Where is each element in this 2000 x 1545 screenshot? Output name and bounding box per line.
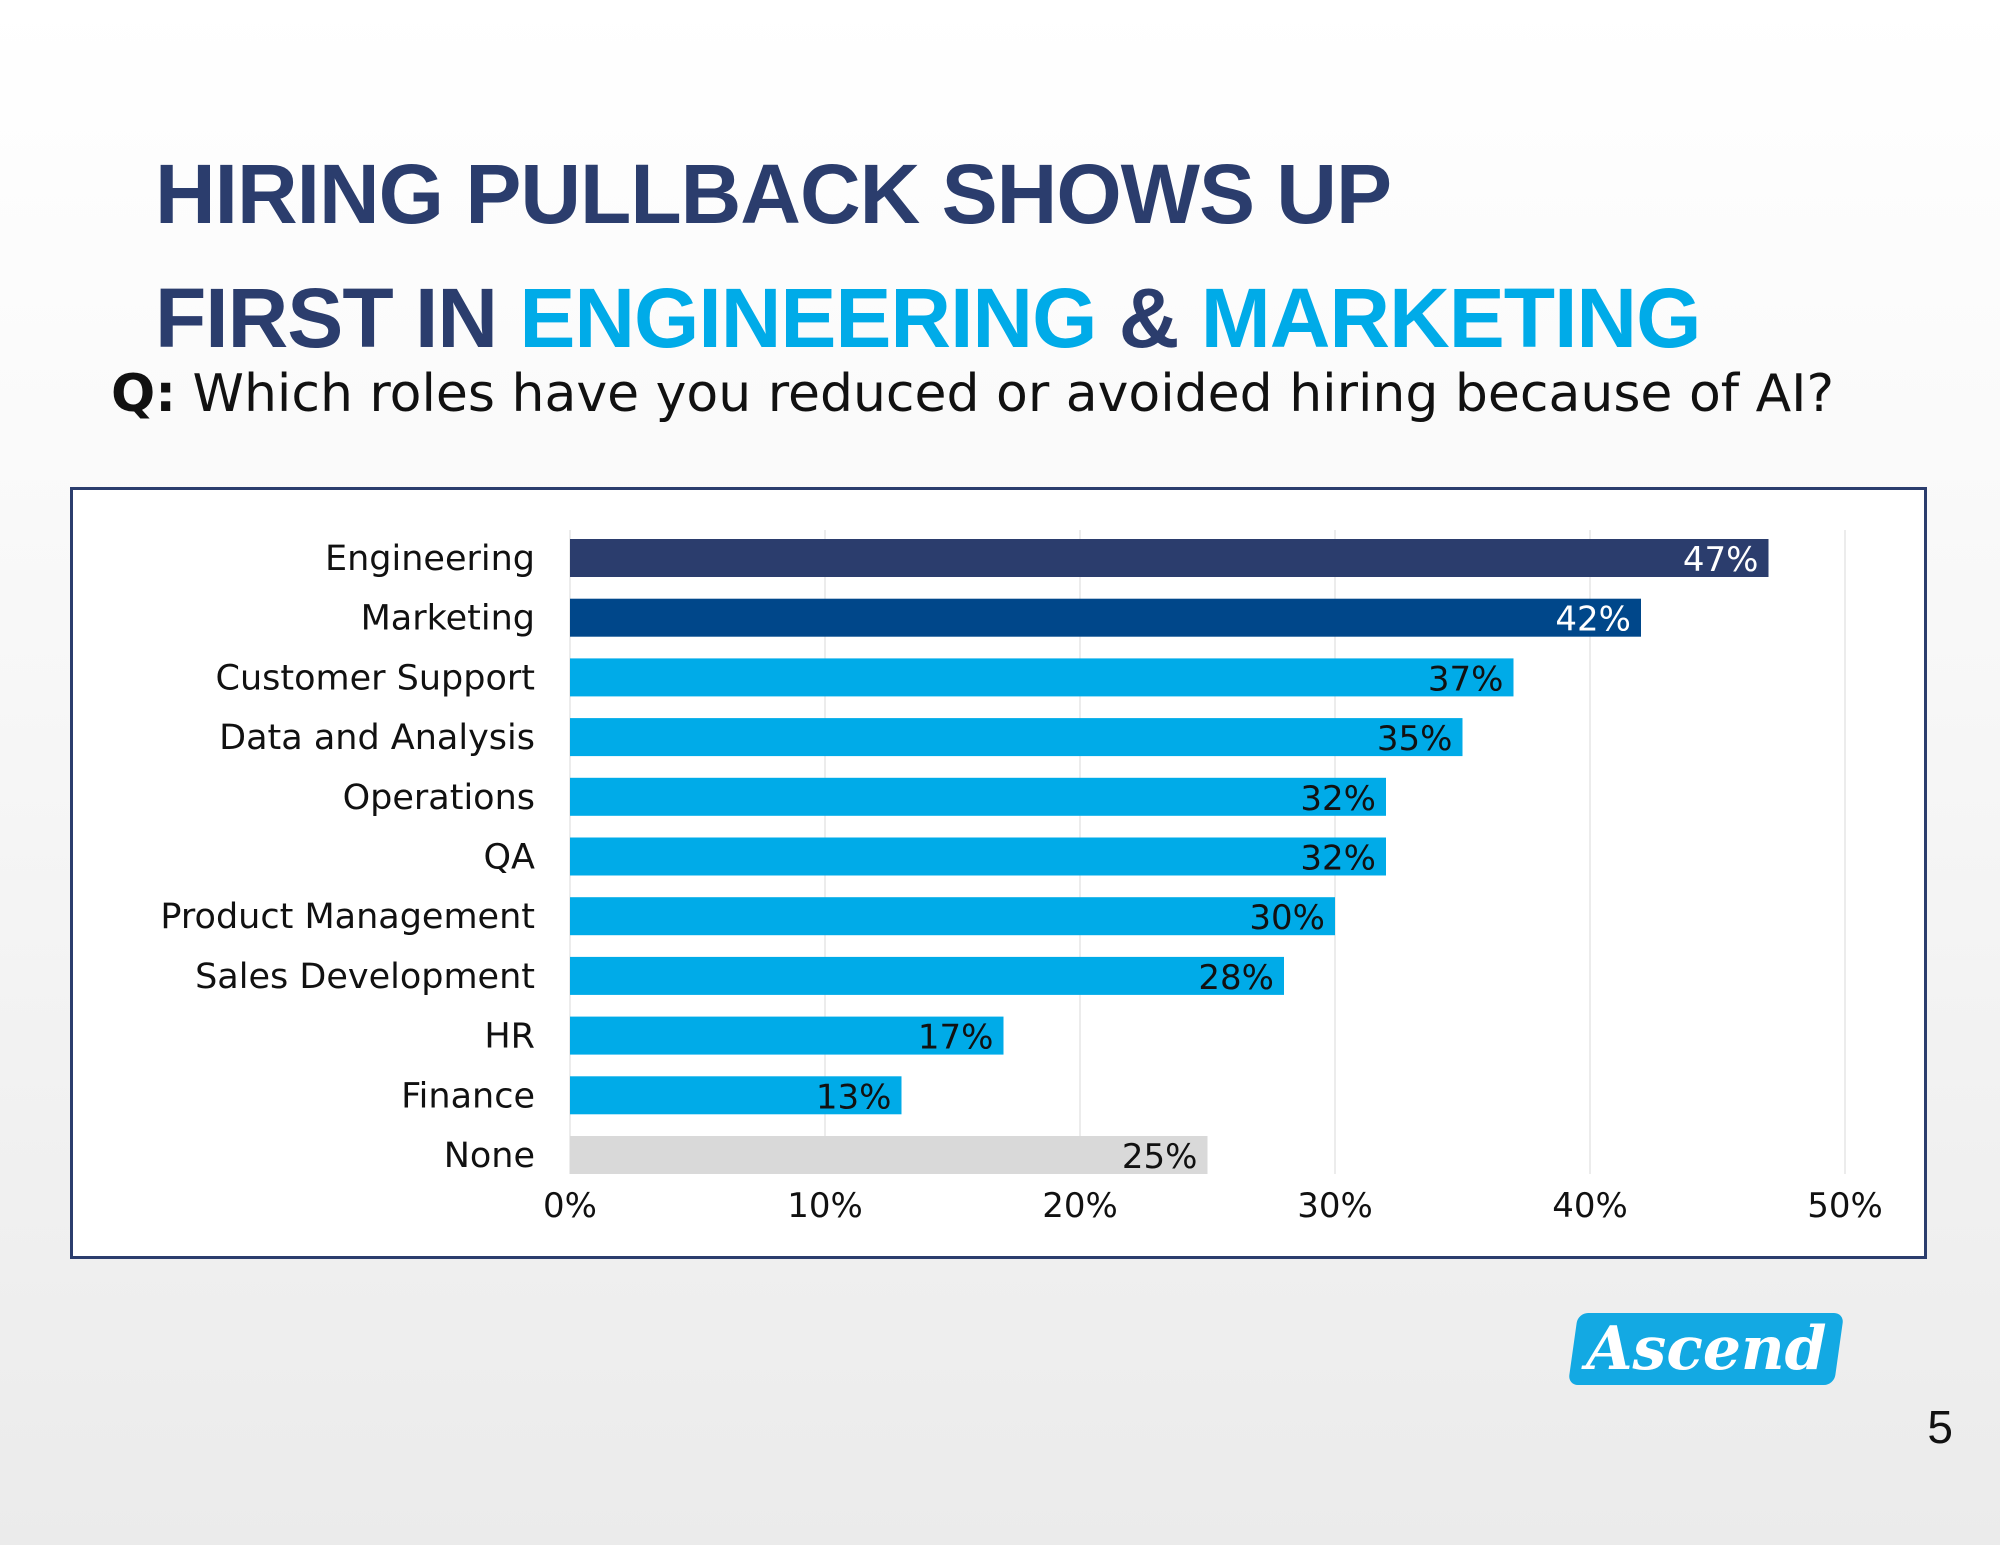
data-label-5: 32% (1300, 839, 1376, 879)
bar-3 (570, 718, 1463, 757)
category-label-3: Data and Analysis (219, 718, 535, 758)
bar-10 (570, 1136, 1208, 1174)
data-label-4: 32% (1300, 779, 1376, 819)
bar-4 (570, 777, 1386, 816)
x-tick-label-3: 30% (1297, 1186, 1373, 1226)
bar-2 (570, 658, 1514, 697)
title-accent-marketing: MARKETING (1200, 271, 1702, 365)
title-line-2-text: FIRST IN (155, 271, 520, 365)
data-label-2: 37% (1428, 659, 1504, 699)
data-label-7: 28% (1198, 958, 1274, 998)
category-label-2: Customer Support (216, 658, 536, 698)
data-label-3: 35% (1377, 719, 1453, 759)
category-label-7: Sales Development (195, 957, 535, 997)
question-text: Which roles have you reduced or avoided … (176, 364, 1835, 424)
data-label-0: 47% (1683, 540, 1759, 580)
bar-9 (570, 1076, 902, 1115)
slide-title: HIRING PULLBACK SHOWS UP FIRST IN ENGINE… (155, 132, 1702, 380)
data-label-6: 30% (1249, 898, 1325, 938)
page-number: 5 (1927, 1401, 1953, 1453)
bar-chart: Engineering 47% Marketing 42% Customer Suppo… (160, 530, 1883, 1226)
data-label-8: 17% (918, 1018, 994, 1058)
bar-1 (570, 598, 1641, 637)
question-prefix: Q: (111, 364, 176, 424)
data-label-9: 13% (816, 1077, 892, 1117)
bar-7 (570, 956, 1284, 995)
x-tick-label-4: 40% (1552, 1186, 1628, 1226)
category-label-9: Finance (401, 1076, 535, 1116)
category-label-0: Engineering (325, 539, 535, 579)
category-label-6: Product Management (160, 897, 535, 937)
chart-frame: Engineering 47% Marketing 42% Customer Suppo… (70, 487, 1927, 1259)
bar-0 (570, 539, 1769, 577)
x-tick-label-2: 20% (1042, 1186, 1118, 1226)
category-label-5: QA (484, 838, 536, 878)
title-ampersand: & (1096, 271, 1201, 365)
category-label-1: Marketing (361, 599, 535, 639)
x-tick-label-5: 50% (1807, 1186, 1883, 1226)
title-accent-engineering: ENGINEERING (519, 271, 1097, 365)
ascend-logo: Ascend (1567, 1313, 1845, 1385)
logo-text: Ascend (1585, 1314, 1827, 1384)
title-line-2: FIRST IN ENGINEERING & MARKETING (155, 256, 1702, 380)
bar-8 (570, 1016, 1004, 1055)
x-tick-label-0: 0% (543, 1186, 597, 1226)
data-label-1: 42% (1555, 600, 1631, 640)
category-label-4: Operations (343, 778, 535, 818)
category-label-8: HR (484, 1017, 535, 1057)
x-tick-label-1: 10% (787, 1186, 863, 1226)
data-label-10: 25% (1122, 1137, 1198, 1177)
bar-5 (570, 837, 1386, 876)
title-line-1: HIRING PULLBACK SHOWS UP (155, 147, 1392, 241)
category-label-10: None (444, 1136, 535, 1176)
survey-question: Q: Which roles have you reduced or avoid… (111, 364, 1834, 424)
bar-6 (570, 897, 1335, 936)
